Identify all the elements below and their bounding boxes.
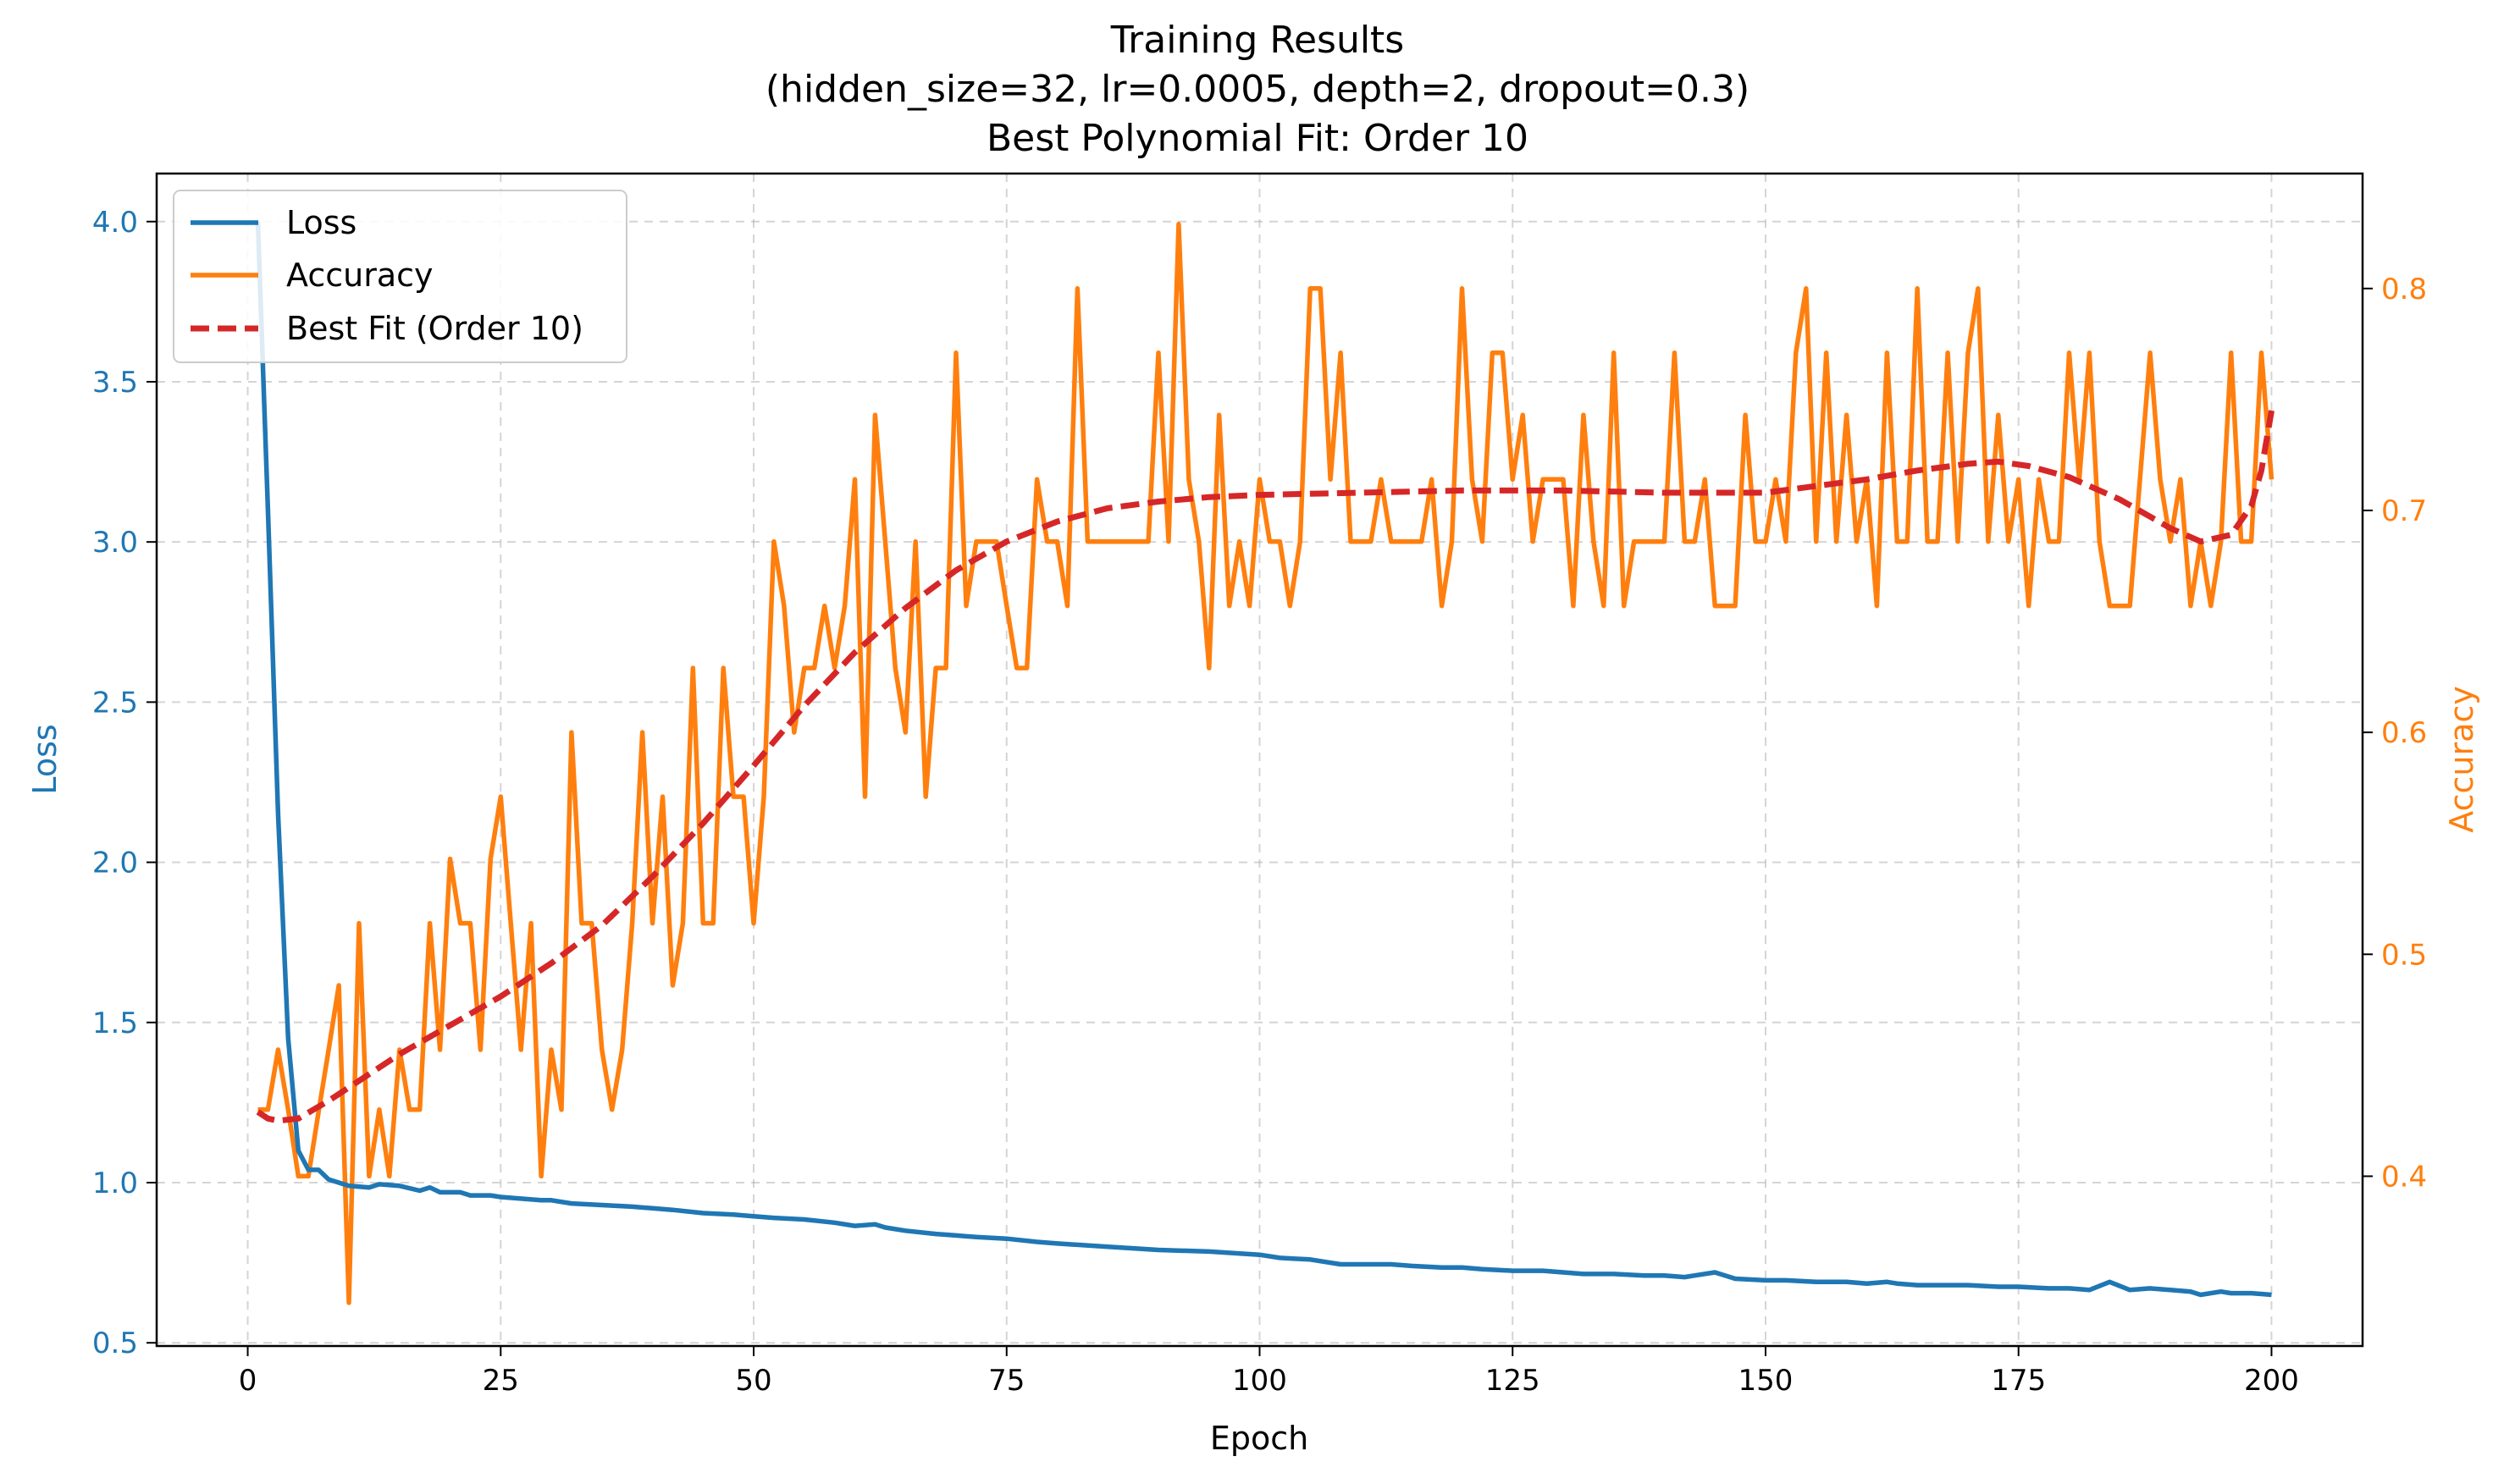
y-left-tick-label: 1.0 [92,1167,138,1200]
y-right-tick-label: 0.4 [2381,1160,2427,1194]
chart-subtitle-hyperparams: (hidden_size=32, lr=0.0005, depth=2, dro… [766,68,1749,111]
y-right-tick-label: 0.5 [2381,938,2427,972]
x-tick-label: 75 [988,1364,1025,1398]
series-loss-line [255,221,2272,1298]
legend-label-best-fit: Best Fit (Order 10) [286,310,583,347]
x-axis-label: Epoch [1210,1420,1308,1457]
y-axis-label-left: Loss [26,724,64,794]
chart-subtitle-fit: Best Polynomial Fit: Order 10 [987,117,1528,160]
y-left-tick-label: 3.0 [92,526,138,560]
y-left-tick-label: 2.5 [92,686,138,720]
y-right-tick-label: 0.8 [2381,273,2427,306]
y-right-tick-label: 0.7 [2381,494,2427,528]
x-tick-label: 175 [1991,1364,2046,1398]
x-tick-label: 150 [1738,1364,1794,1398]
x-tick-label: 200 [2244,1364,2299,1398]
chart-title: Training Results [1110,19,1404,62]
x-tick-label: 25 [483,1364,519,1398]
legend: Loss Accuracy Best Fit (Order 10) [173,190,627,363]
legend-label-loss: Loss [286,204,357,241]
y-axis-label-right: Accuracy [2443,686,2480,833]
legend-label-accuracy: Accuracy [286,257,434,294]
series-layer [255,221,2275,1305]
series-accuracy-line [257,222,2275,1305]
y-right-tick-label: 0.6 [2381,716,2427,750]
y-left-tick-label: 4.0 [92,206,138,240]
tick-layer: 0 25 50 75 100 125 150 175 200 0.5 1.0 1.5 2.0 2.5 3.0… [92,206,2427,1398]
y-left-tick-label: 2.0 [92,847,138,880]
y-left-tick-label: 3.5 [92,366,138,400]
y-left-tick-label: 0.5 [92,1327,138,1360]
x-tick-label: 125 [1485,1364,1540,1398]
legend-box [173,190,627,363]
series-best-fit-line [256,410,2275,1124]
x-tick-label: 50 [735,1364,771,1398]
y-left-tick-label: 1.5 [92,1007,138,1040]
x-tick-label: 0 [239,1364,257,1398]
x-tick-label: 100 [1232,1364,1287,1398]
